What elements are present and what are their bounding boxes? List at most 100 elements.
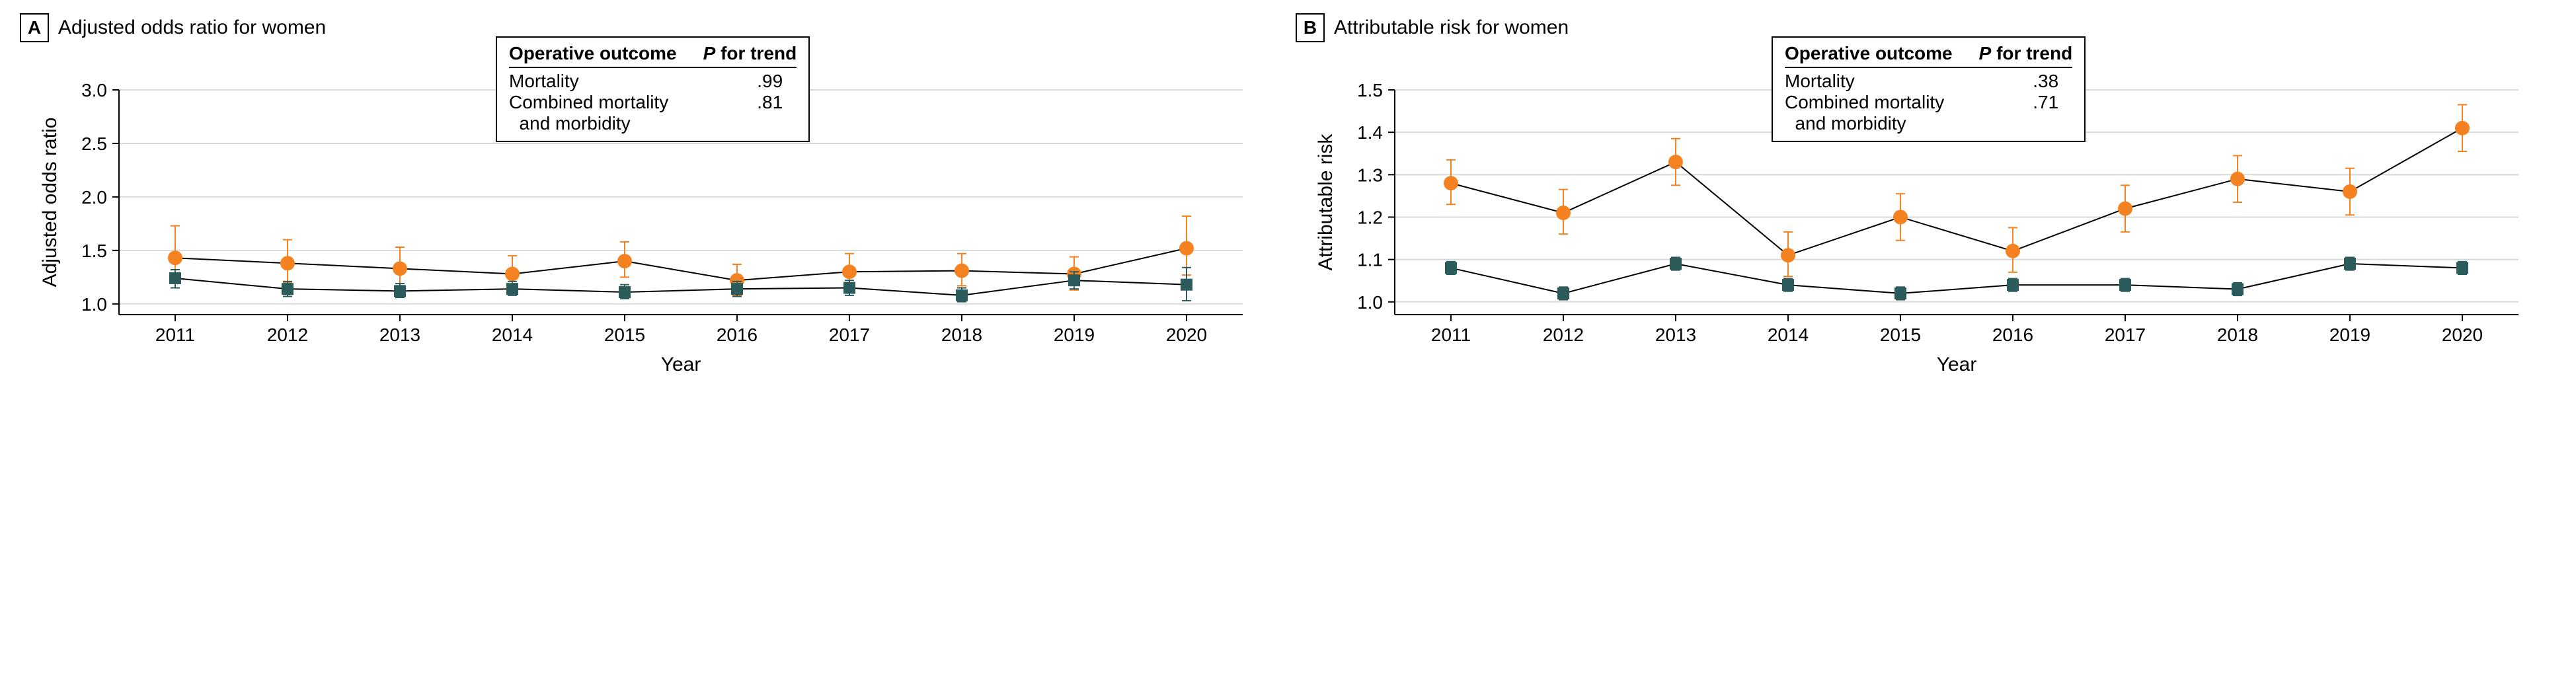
- legend-row-label: Mortality: [1785, 71, 1855, 92]
- legend-row: Mortality.99: [509, 71, 797, 92]
- marker-square: [731, 283, 743, 295]
- panel-a: A Adjusted odds ratio for women Operative …: [20, 13, 1256, 387]
- xtick-label: 2016: [717, 325, 758, 345]
- marker-square: [506, 283, 518, 295]
- marker-circle: [2343, 184, 2357, 199]
- marker-square: [1894, 288, 1906, 299]
- marker-square: [169, 272, 181, 284]
- marker-circle: [1179, 241, 1194, 256]
- ytick-label: 1.1: [1357, 250, 1383, 270]
- marker-circle: [842, 264, 857, 279]
- legend-box: Operative outcome P for trend Mortality .38…: [1772, 36, 2086, 142]
- legend-header-p-symbol: P for trend: [703, 43, 797, 63]
- legend-row-p: .38: [2033, 71, 2072, 92]
- marker-circle: [1893, 210, 1908, 224]
- marker-square: [956, 289, 968, 301]
- legend-row-p: .99: [757, 71, 797, 92]
- figure-row: A Adjusted odds ratio for women Operative …: [0, 0, 2576, 401]
- marker-square: [1445, 262, 1457, 274]
- marker-circle: [2455, 121, 2470, 135]
- marker-circle: [1781, 248, 1795, 262]
- marker-square: [2007, 279, 2019, 291]
- xtick-label: 2018: [2217, 325, 2258, 345]
- xtick-label: 2020: [2442, 325, 2483, 345]
- xtick-label: 2017: [829, 325, 870, 345]
- marker-square: [619, 286, 631, 298]
- xtick-label: 2011: [155, 325, 195, 345]
- xtick-label: 2012: [267, 325, 308, 345]
- ytick-label: 1.0: [81, 294, 107, 315]
- xtick-label: 2016: [1992, 325, 2033, 345]
- xtick-label: 2014: [1768, 325, 1809, 345]
- legend-row: Combined mortality and morbidity.71: [1785, 92, 2072, 134]
- ytick-label: 1.3: [1357, 165, 1383, 185]
- xtick-label: 2018: [941, 325, 982, 345]
- marker-square: [1782, 279, 1794, 291]
- marker-circle: [2230, 172, 2245, 186]
- ytick-label: 2.5: [81, 134, 107, 154]
- marker-circle: [1556, 206, 1571, 220]
- legend-row-label: Combined mortality and morbidity: [1785, 92, 1944, 134]
- series-line: [1451, 264, 2462, 293]
- xtick-label: 2020: [1166, 325, 1207, 345]
- marker-square: [394, 285, 406, 297]
- y-axis-label: Adjusted odds ratio: [39, 118, 61, 288]
- marker-square: [2232, 284, 2244, 295]
- marker-square: [1557, 288, 1569, 299]
- legend-box: Operative outcome P for trend Mortality.99…: [496, 36, 810, 142]
- panel-b: B Attributable risk for women Operative ou…: [1296, 13, 2532, 387]
- marker-circle: [2006, 244, 2020, 258]
- legend-header-outcome: Operative outcome: [509, 43, 677, 64]
- marker-square: [2119, 279, 2131, 291]
- xtick-label: 2011: [1431, 325, 1471, 345]
- marker-square: [1181, 279, 1192, 291]
- legend-header-p-symbol: P for trend: [1979, 43, 2073, 63]
- ytick-label: 1.5: [1357, 80, 1383, 100]
- ytick-label: 1.4: [1357, 122, 1383, 143]
- marker-circle: [617, 254, 632, 268]
- legend-header: Operative outcome P for trend: [509, 43, 797, 68]
- marker-circle: [168, 251, 182, 265]
- legend-header-p: P for trend: [703, 43, 797, 64]
- marker-circle: [393, 261, 407, 276]
- legend-row: Combined mortality and morbidity .81: [509, 92, 797, 134]
- xtick-label: 2015: [1880, 325, 1921, 345]
- xtick-label: 2013: [1655, 325, 1696, 345]
- series-line: [1451, 128, 2462, 255]
- marker-square: [1670, 258, 1682, 270]
- marker-circle: [280, 256, 295, 270]
- legend-header-outcome: Operative outcome: [1785, 43, 1953, 64]
- marker-circle: [2118, 202, 2132, 216]
- xtick-label: 2019: [2329, 325, 2370, 345]
- xtick-label: 2017: [2105, 325, 2146, 345]
- xtick-label: 2012: [1543, 325, 1584, 345]
- ytick-label: 3.0: [81, 80, 107, 100]
- panel-title: Attributable risk for women: [1334, 17, 1569, 39]
- marker-circle: [955, 264, 969, 278]
- series-line: [175, 278, 1187, 295]
- xtick-label: 2013: [379, 325, 420, 345]
- marker-square: [282, 283, 293, 295]
- ytick-label: 1.2: [1357, 207, 1383, 227]
- ytick-label: 1.5: [81, 241, 107, 261]
- panel-title: Adjusted odds ratio for women: [58, 17, 326, 39]
- x-axis-label: Year: [661, 354, 701, 375]
- marker-circle: [505, 266, 520, 281]
- legend-row-label: Combined mortality and morbidity: [509, 92, 668, 134]
- legend-row: Mortality .38: [1785, 71, 2072, 92]
- xtick-label: 2019: [1054, 325, 1095, 345]
- xtick-label: 2015: [604, 325, 645, 345]
- marker-square: [2456, 262, 2468, 274]
- ytick-label: 1.0: [1357, 292, 1383, 313]
- marker-circle: [1444, 176, 1458, 190]
- panel-letter: B: [1296, 13, 1325, 42]
- marker-square: [1068, 274, 1080, 286]
- legend-header: Operative outcome P for trend: [1785, 43, 2072, 68]
- marker-square: [2344, 258, 2356, 270]
- marker-circle: [1668, 155, 1683, 169]
- marker-square: [843, 282, 855, 294]
- series-line: [175, 249, 1187, 281]
- xtick-label: 2014: [492, 325, 533, 345]
- legend-row-p: .81: [757, 92, 797, 134]
- panel-letter: A: [20, 13, 49, 42]
